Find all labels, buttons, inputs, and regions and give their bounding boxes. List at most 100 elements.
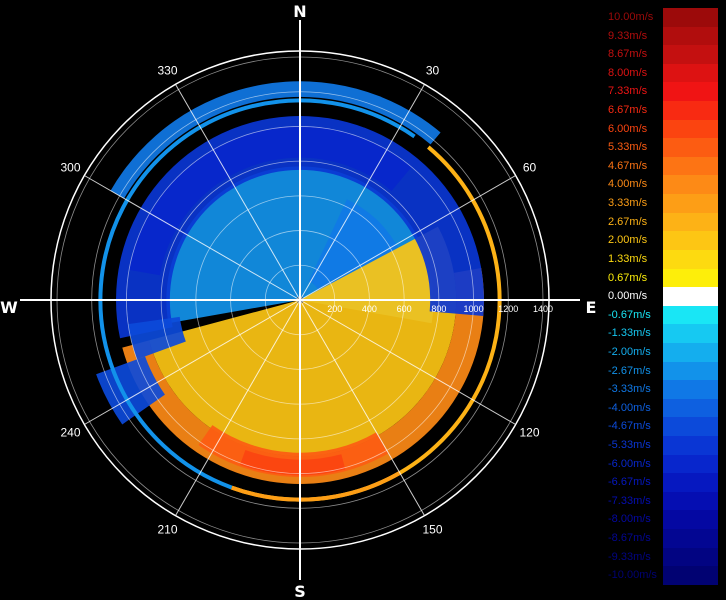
- range-label-1400: 1400: [533, 304, 553, 314]
- range-label-800: 800: [431, 304, 446, 314]
- azimuth-label-330: 330: [157, 64, 177, 78]
- colorbar-row: 6.67m/s: [603, 101, 718, 120]
- range-label-600: 600: [397, 304, 412, 314]
- colorbar-label: -8.00m/s: [608, 513, 651, 526]
- spoke-300: [84, 175, 301, 301]
- colorbar-label: -4.00m/s: [608, 401, 651, 414]
- colorbar-swatch: [663, 156, 718, 176]
- range-label-200: 200: [327, 304, 342, 314]
- colorbar-label: 8.00m/s: [608, 66, 648, 79]
- colorbar-label: 10.00m/s: [608, 11, 654, 23]
- velocity-sector-2: [149, 226, 457, 457]
- colorbar-row: 1.33m/s: [603, 249, 718, 269]
- colorbar-label: -6.67m/s: [608, 476, 651, 489]
- azimuth-labels: 30 60 120 150 210 240 300 330: [60, 64, 539, 537]
- colorbar-label: 2.67m/s: [608, 215, 648, 228]
- azimuth-label-240: 240: [60, 426, 80, 440]
- colorbar-label: -10.00m/s: [608, 569, 657, 582]
- colorbar-label: -8.67m/s: [608, 532, 651, 545]
- colorbar-swatch: [663, 119, 718, 139]
- colorbar-row: -6.67m/s: [603, 473, 718, 492]
- colorbar-label: 0.00m/s: [608, 290, 648, 303]
- colorbar-row: 2.67m/s: [603, 212, 718, 232]
- colorbar-row: 4.67m/s: [603, 156, 718, 176]
- colorbar-label: -1.33m/s: [608, 327, 651, 340]
- colorbar-row: 7.33m/s: [603, 82, 718, 102]
- colorbar-row: -9.33m/s: [603, 547, 718, 567]
- azimuth-label-60: 60: [523, 161, 537, 175]
- colorbar-row: -8.67m/s: [603, 529, 718, 548]
- colorbar-swatch: [663, 510, 718, 530]
- south-label: S: [294, 582, 306, 600]
- colorbar-swatch: [663, 380, 718, 399]
- colorbar-label: 9.33m/s: [608, 29, 648, 42]
- colorbar-row: -10.00m/s: [603, 566, 718, 585]
- colorbar-label: 8.67m/s: [608, 48, 648, 61]
- colorbar-row: -0.67m/s: [603, 305, 718, 325]
- west-label: W: [0, 298, 18, 317]
- colorbar-row: 5.33m/s: [603, 138, 718, 157]
- radar-plot: 200 400 600 800 1000 1200 1400 30 60 120 150 210 24…: [0, 2, 597, 600]
- range-labels: 200 400 600 800 1000 1200 1400: [327, 304, 553, 314]
- east-label: E: [586, 298, 597, 317]
- colorbar-row: 6.00m/s: [603, 119, 718, 139]
- colorbar-swatch: [663, 249, 718, 269]
- colorbar-swatch: [663, 436, 718, 455]
- colorbar-row: -2.00m/s: [603, 342, 718, 362]
- colorbar-label: -2.67m/s: [608, 364, 651, 377]
- colorbar-swatch: [663, 529, 718, 548]
- colorbar-swatch: [663, 26, 718, 46]
- colorbar-swatch: [663, 547, 718, 567]
- colorbar-swatch: [663, 417, 718, 437]
- north-label: N: [293, 2, 306, 21]
- colorbar-row: 8.67m/s: [603, 45, 718, 64]
- colorbar-swatch: [663, 324, 718, 343]
- azimuth-spokes: [20, 20, 580, 580]
- colorbar-swatch: [663, 473, 718, 492]
- colorbar-row: -7.33m/s: [603, 491, 718, 511]
- colorbar-row: -3.33m/s: [603, 380, 718, 399]
- colorbar-swatch: [663, 491, 718, 511]
- colorbar-label: -7.33m/s: [608, 494, 651, 507]
- velocity-sector-1: [308, 199, 399, 291]
- range-label-400: 400: [362, 304, 377, 314]
- colorbar-label: 7.33m/s: [608, 85, 648, 98]
- colorbar-swatch: [663, 342, 718, 362]
- colorbar-swatch: [663, 175, 718, 195]
- colorbar-row: -2.67m/s: [603, 361, 718, 381]
- azimuth-label-120: 120: [519, 426, 539, 440]
- colorbar-label: 4.67m/s: [608, 159, 648, 172]
- colorbar-row: -8.00m/s: [603, 510, 718, 530]
- colorbar-row: -1.33m/s: [603, 324, 718, 343]
- colorbar-label: 5.33m/s: [608, 141, 648, 154]
- velocity-sector-5: [240, 450, 346, 476]
- colorbar-swatch: [663, 63, 718, 83]
- colorbar-label: 0.67m/s: [608, 271, 648, 284]
- spoke-30: [299, 84, 425, 301]
- colorbar-label: 6.00m/s: [608, 122, 648, 135]
- spoke-210: [175, 299, 301, 516]
- colorbar-row: 0.67m/s: [603, 268, 718, 288]
- colorbar-label: -3.33m/s: [608, 383, 651, 396]
- colorbar-row: -6.00m/s: [603, 454, 718, 474]
- colorbar-row: 2.00m/s: [603, 231, 718, 250]
- colorbar-label: 3.33m/s: [608, 197, 648, 210]
- colorbar-swatch: [663, 82, 718, 102]
- spoke-150: [299, 299, 425, 516]
- colorbar-label: 2.00m/s: [608, 234, 648, 247]
- colorbar-row: 10.00m/s: [603, 8, 718, 27]
- colorbar-label: -5.33m/s: [608, 439, 651, 452]
- colorbar-row: 0.00m/s: [603, 287, 718, 306]
- velocity-sector-8: [128, 316, 186, 360]
- colorbar-row: -5.33m/s: [603, 436, 718, 455]
- colorbar-label: -4.67m/s: [608, 420, 651, 433]
- colorbar-swatch: [663, 8, 718, 27]
- azimuth-label-210: 210: [157, 522, 177, 536]
- colorbar-row: 8.00m/s: [603, 63, 718, 83]
- velocity-arc-2: [231, 471, 401, 502]
- colorbar-swatch: [663, 45, 718, 64]
- range-label-1000: 1000: [464, 304, 484, 314]
- colorbar-label: -6.00m/s: [608, 457, 651, 470]
- colorbar-label: 1.33m/s: [608, 252, 648, 265]
- colorbar-label: -0.67m/s: [608, 308, 651, 321]
